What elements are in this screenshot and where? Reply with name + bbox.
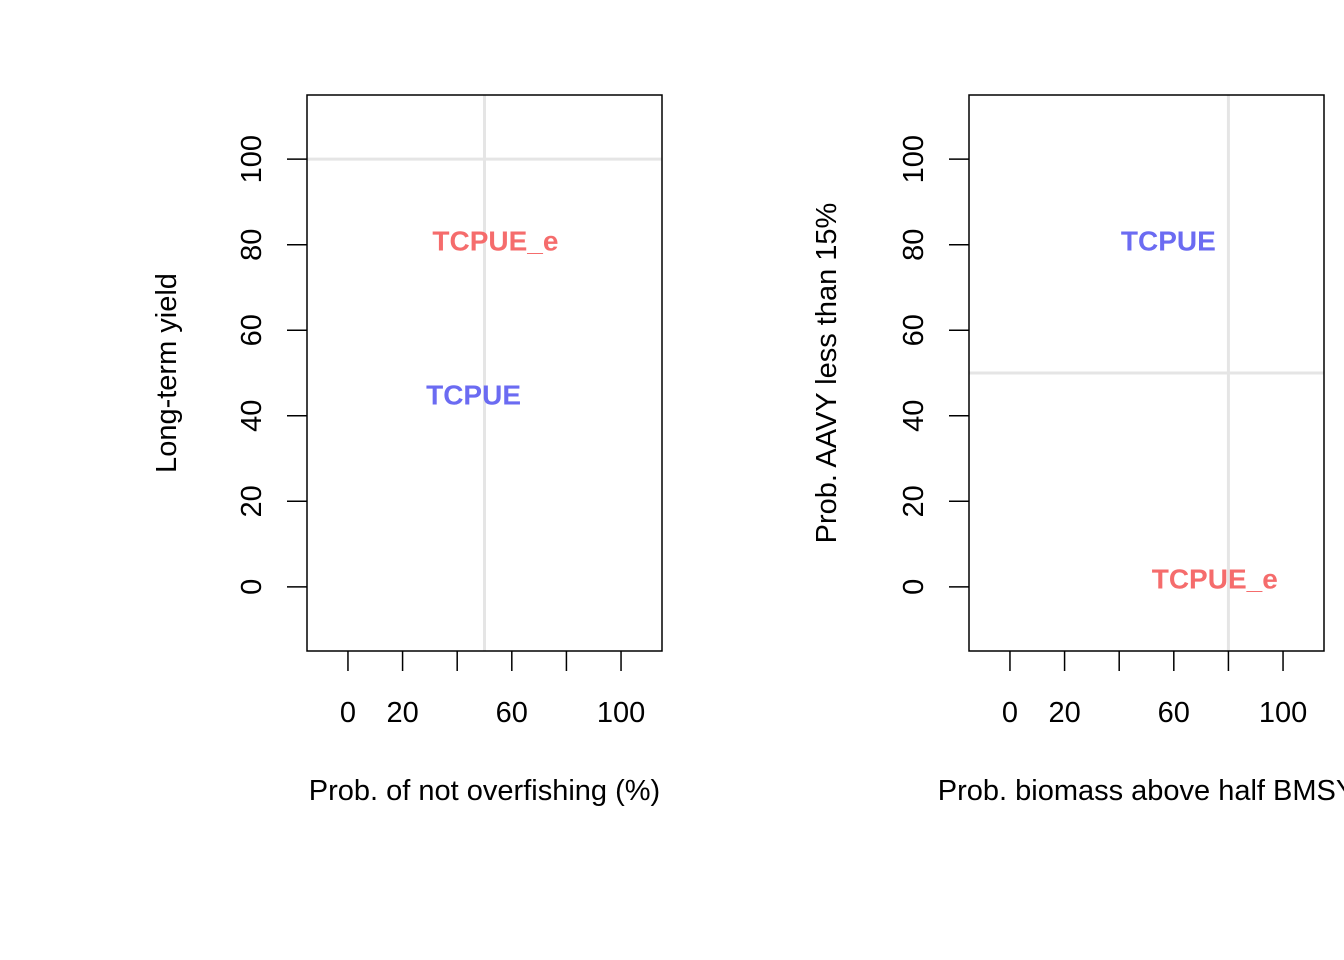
point-label-tcpue-e: TCPUE_e (1152, 563, 1278, 594)
plot-frame (306, 94, 663, 652)
y-tick-label: 0 (236, 579, 268, 595)
y-tick-label: 100 (898, 135, 930, 183)
x-tick-label: 20 (1048, 697, 1080, 729)
y-tick-label: 100 (236, 135, 268, 183)
y-axis-title: Prob. AAVY less than 15% (811, 203, 843, 544)
chart-panel-2: 0 20 60 100 0 20 40 60 80 100 Prob. biomass above … (811, 94, 1344, 807)
chart-panel-1: 0 20 60 100 0 20 40 60 80 100 Prob. of not overfis… (151, 94, 663, 807)
point-label-tcpue: TCPUE (1121, 225, 1216, 256)
x-axis-title: Prob. biomass above half BMSY (938, 775, 1344, 807)
y-tick-label: 0 (898, 579, 930, 595)
point-label-tcpue-e: TCPUE_e (432, 225, 558, 256)
y-tick-label: 60 (898, 314, 930, 346)
y-tick-label: 80 (236, 229, 268, 261)
y-tick-label: 40 (898, 400, 930, 432)
y-tick-label: 20 (236, 485, 268, 517)
x-tick-label: 60 (496, 697, 528, 729)
y-axis-title: Long-term yield (151, 273, 183, 473)
y-tick-label: 20 (898, 485, 930, 517)
y-tick-label: 60 (236, 314, 268, 346)
x-tick-label: 0 (1002, 697, 1018, 729)
plot-frame (968, 94, 1325, 652)
x-tick-label: 60 (1158, 697, 1190, 729)
x-axis-title: Prob. of not overfishing (%) (309, 775, 660, 807)
x-tick-label: 20 (386, 697, 418, 729)
y-tick-label: 40 (236, 400, 268, 432)
x-tick-label: 0 (340, 697, 356, 729)
x-tick-label: 100 (1259, 697, 1307, 729)
y-tick-label: 80 (898, 229, 930, 261)
point-label-tcpue: TCPUE (426, 379, 521, 410)
x-tick-label: 100 (597, 697, 645, 729)
